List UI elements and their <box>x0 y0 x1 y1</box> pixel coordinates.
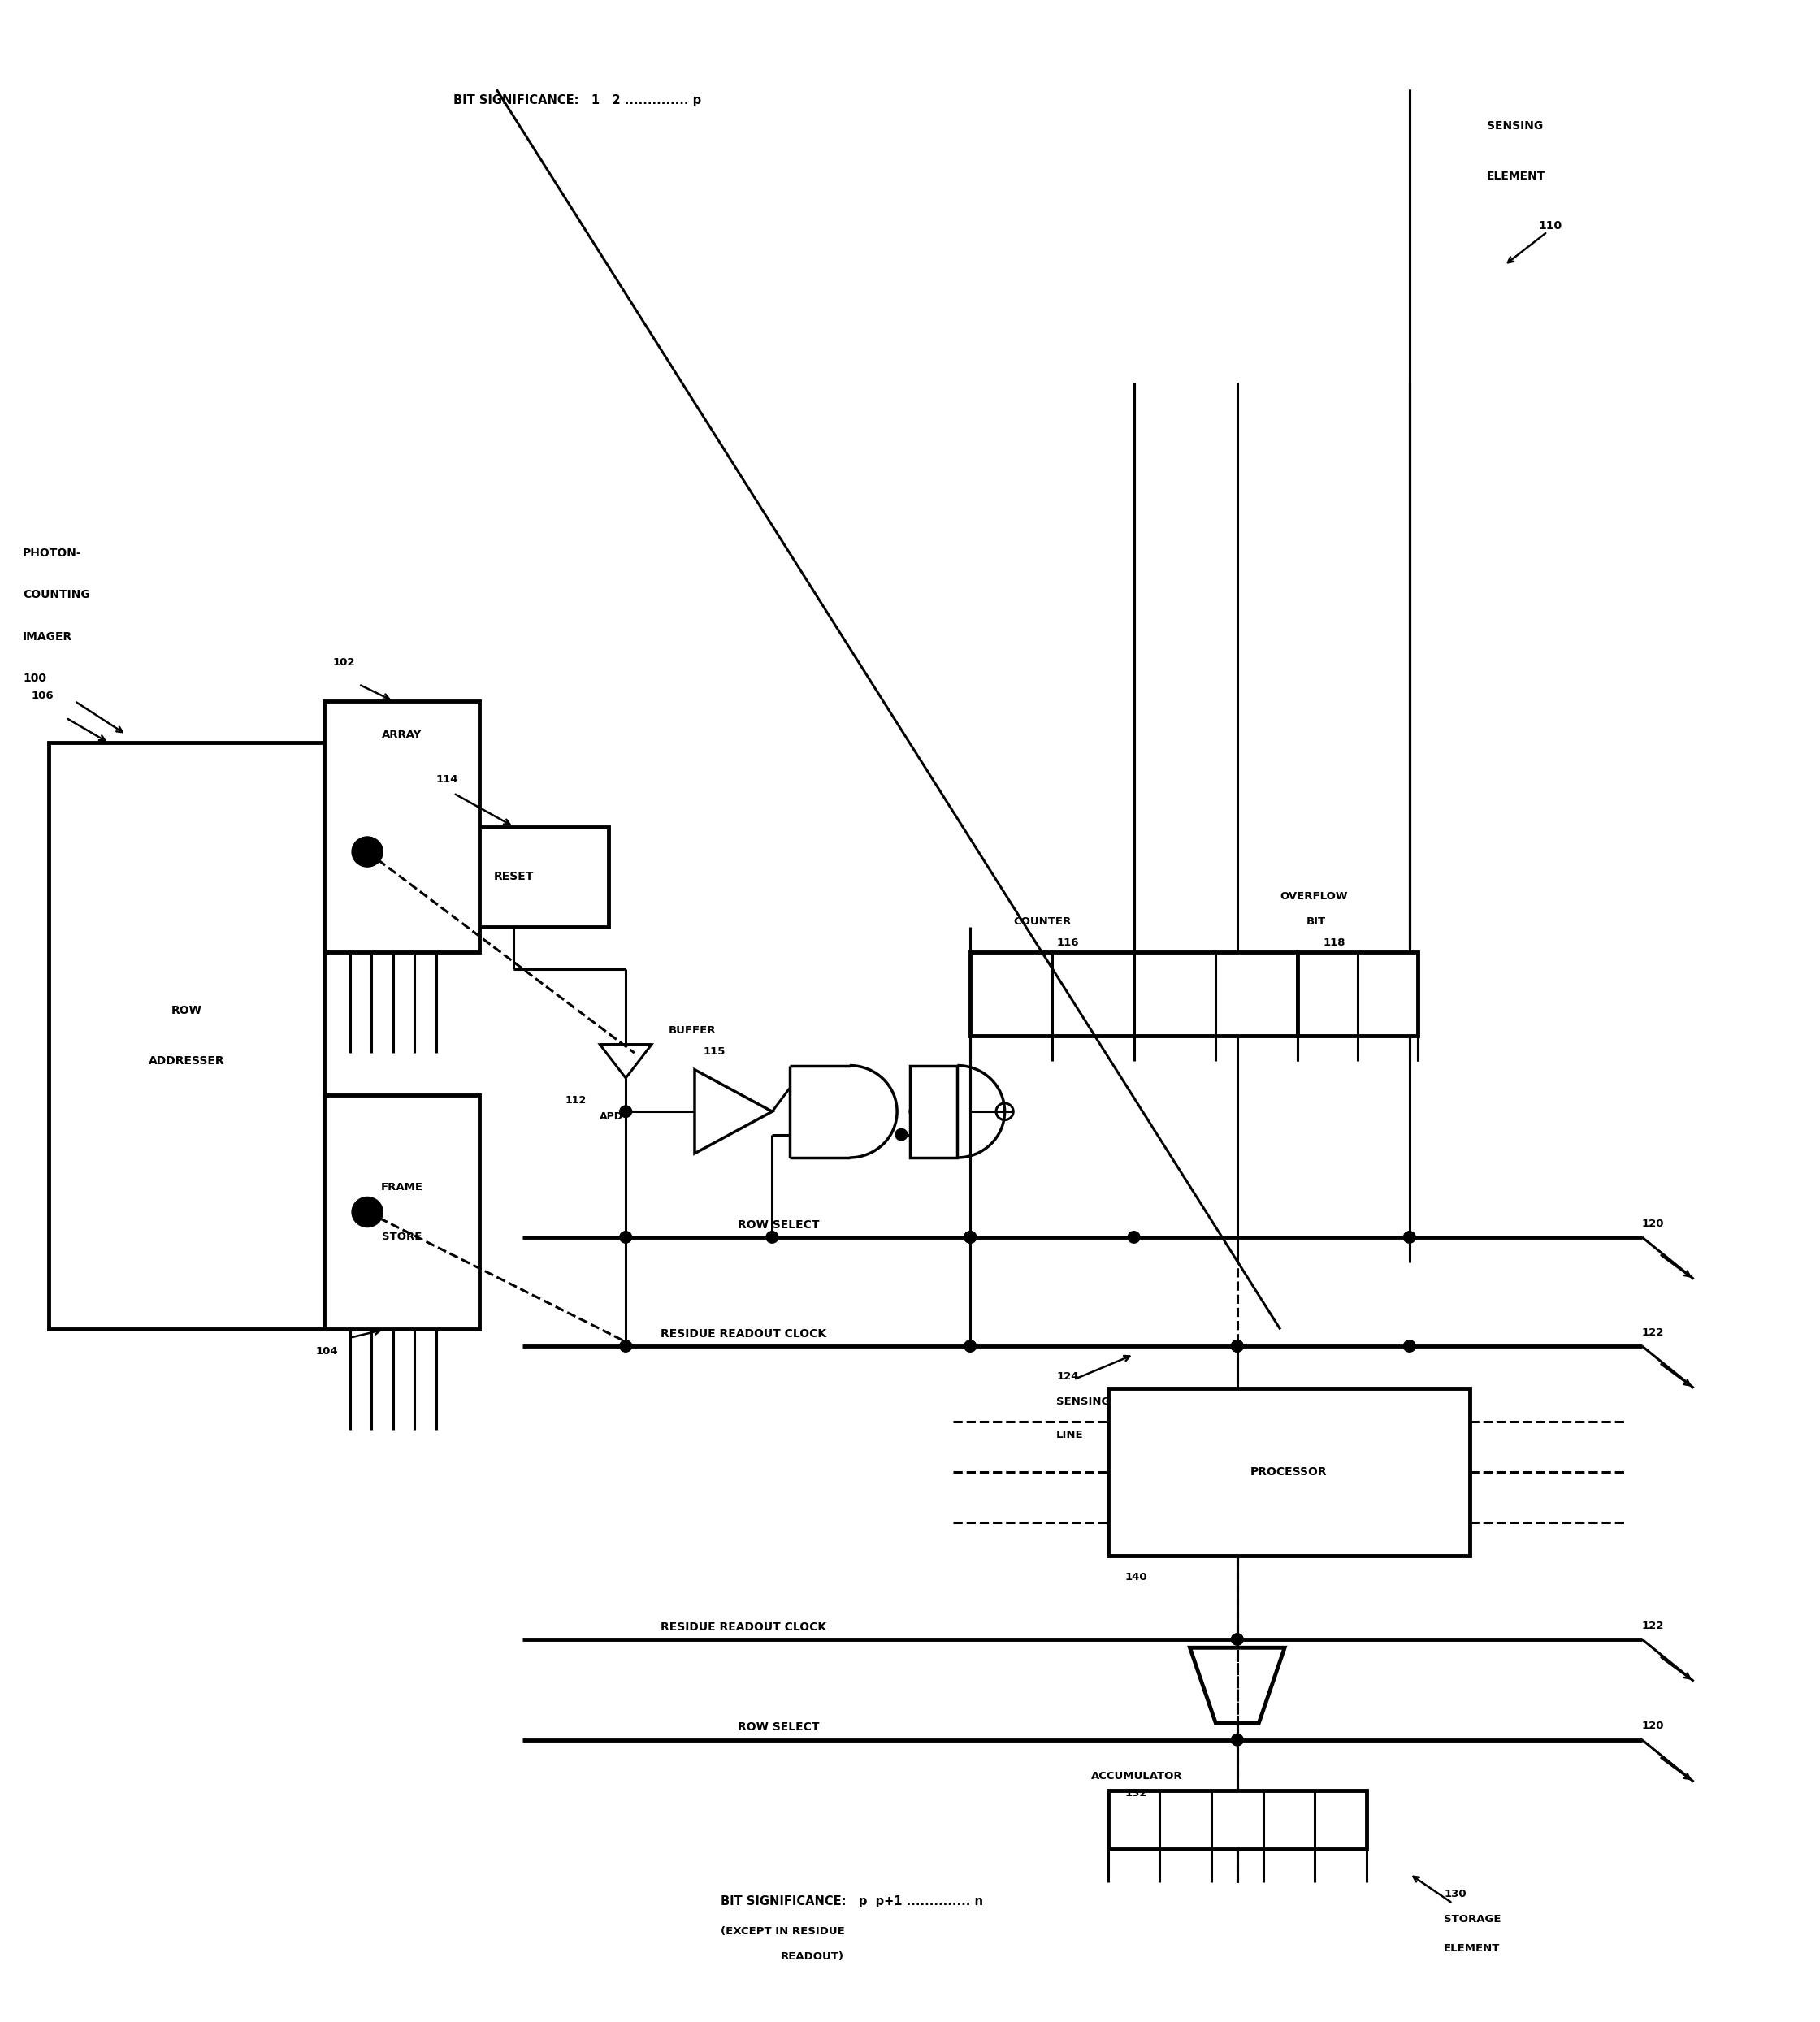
Text: FRAME: FRAME <box>380 1181 422 1193</box>
Circle shape <box>621 1106 632 1118</box>
Text: STORE: STORE <box>382 1231 422 1242</box>
Text: 102: 102 <box>333 657 355 667</box>
Text: 122: 122 <box>1642 1326 1663 1339</box>
Bar <box>970 952 1298 1035</box>
Circle shape <box>1232 1341 1243 1353</box>
Text: SENSING: SENSING <box>1487 119 1543 131</box>
Text: ADDRESSER: ADDRESSER <box>149 1055 224 1068</box>
Text: ARRAY: ARRAY <box>382 730 422 740</box>
Circle shape <box>965 1341 976 1353</box>
Circle shape <box>1403 1231 1416 1244</box>
Text: 112: 112 <box>566 1094 586 1106</box>
Circle shape <box>1232 1634 1243 1646</box>
Text: COUNTER: COUNTER <box>1014 916 1072 928</box>
Bar <box>324 702 479 952</box>
Text: RESIDUE READOUT CLOCK: RESIDUE READOUT CLOCK <box>661 1328 826 1339</box>
Text: APD: APD <box>601 1112 624 1122</box>
Circle shape <box>1403 1341 1416 1353</box>
Text: 106: 106 <box>31 690 55 702</box>
Text: RESIDUE READOUT CLOCK: RESIDUE READOUT CLOCK <box>661 1622 826 1632</box>
Text: 122: 122 <box>1642 1620 1663 1632</box>
Text: IMAGER: IMAGER <box>24 631 73 643</box>
Text: 140: 140 <box>1125 1573 1148 1583</box>
Text: 115: 115 <box>703 1047 726 1058</box>
Circle shape <box>1232 1341 1243 1353</box>
Text: RESET: RESET <box>493 871 533 884</box>
Text: BUFFER: BUFFER <box>668 1025 717 1035</box>
Text: ROW: ROW <box>171 1005 202 1017</box>
Text: COUNTING: COUNTING <box>24 588 91 601</box>
Text: PHOTON-: PHOTON- <box>24 548 82 558</box>
Bar <box>1108 1387 1471 1555</box>
Text: 100: 100 <box>24 673 47 683</box>
Text: 130: 130 <box>1443 1889 1467 1899</box>
Circle shape <box>1128 1231 1139 1244</box>
Bar <box>419 827 608 928</box>
Circle shape <box>965 1231 976 1244</box>
Text: ACCUMULATOR: ACCUMULATOR <box>1090 1771 1183 1781</box>
Text: PROCESSOR: PROCESSOR <box>1250 1466 1327 1478</box>
Text: 110: 110 <box>1538 220 1562 233</box>
Bar <box>1298 952 1418 1035</box>
Text: (EXCEPT IN RESIDUE: (EXCEPT IN RESIDUE <box>721 1927 844 1937</box>
Circle shape <box>766 1231 779 1244</box>
Circle shape <box>621 1341 632 1353</box>
FancyBboxPatch shape <box>790 1066 850 1159</box>
Bar <box>1108 1789 1367 1848</box>
Text: BIT SIGNIFICANCE:   1   2 .............. p: BIT SIGNIFICANCE: 1 2 .............. p <box>453 93 701 107</box>
Text: ELEMENT: ELEMENT <box>1443 1943 1500 1953</box>
Circle shape <box>351 837 382 867</box>
Text: LINE: LINE <box>1056 1430 1083 1440</box>
Text: 132: 132 <box>1125 1787 1148 1798</box>
Bar <box>910 1066 957 1159</box>
Text: BIT: BIT <box>1307 916 1325 928</box>
Text: 120: 120 <box>1642 1219 1665 1229</box>
Text: SENSING: SENSING <box>1056 1397 1110 1407</box>
Circle shape <box>1232 1735 1243 1745</box>
Text: 104: 104 <box>315 1347 339 1357</box>
Bar <box>324 1094 479 1328</box>
Text: ROW SELECT: ROW SELECT <box>737 1219 819 1231</box>
Circle shape <box>965 1231 976 1244</box>
Text: ROW SELECT: ROW SELECT <box>737 1723 819 1733</box>
Text: 114: 114 <box>437 774 459 785</box>
Text: ELEMENT: ELEMENT <box>1487 170 1545 182</box>
Text: 118: 118 <box>1323 938 1345 948</box>
Circle shape <box>621 1231 632 1244</box>
Text: BIT SIGNIFICANCE:   p  p+1 .............. n: BIT SIGNIFICANCE: p p+1 .............. n <box>721 1895 983 1907</box>
Text: STORAGE: STORAGE <box>1443 1913 1502 1925</box>
Text: 124: 124 <box>1056 1371 1079 1381</box>
Circle shape <box>895 1128 908 1140</box>
Circle shape <box>351 1197 382 1227</box>
Text: 120: 120 <box>1642 1721 1665 1731</box>
Bar <box>49 742 324 1328</box>
Text: 116: 116 <box>1056 938 1079 948</box>
Text: READOUT): READOUT) <box>781 1951 844 1961</box>
Text: OVERFLOW: OVERFLOW <box>1279 892 1349 902</box>
